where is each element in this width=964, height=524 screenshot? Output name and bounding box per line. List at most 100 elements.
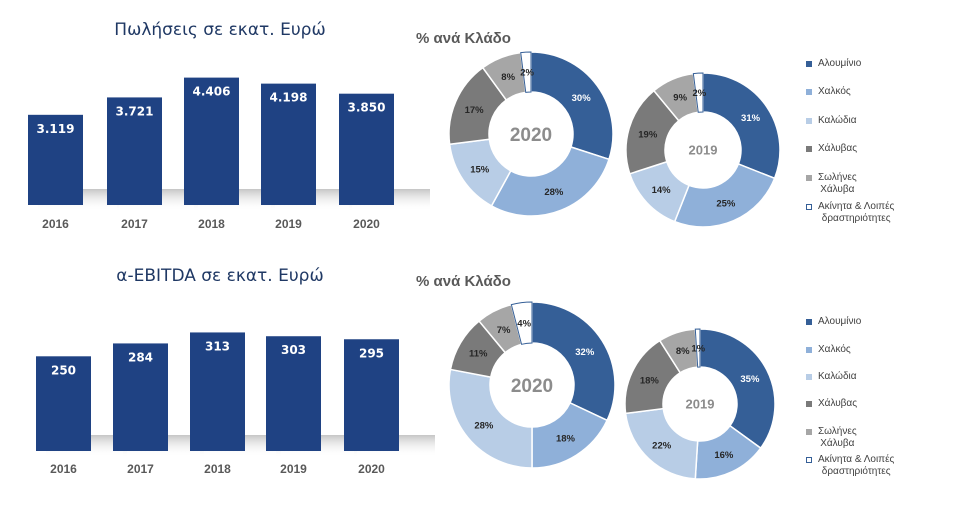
donut-2020-ebitda: 32% 18% 28% 11% 7% 4% 2020 [448,301,616,469]
legend-swatch [806,319,812,325]
slice-label: 18% [640,376,660,387]
x-tick-label: 2018 [204,462,231,476]
bar-chart-1: 250 2016 284 2017 313 2018 303 2019 295 2020 [36,332,435,476]
bar-value-label: 4.406 [193,85,231,99]
slice-label: 4% [517,318,531,329]
legend-label: Σωλήνες Χάλυβα [818,172,857,195]
slice-label: 1% [691,344,705,355]
slice-label: 8% [676,346,690,357]
legend-swatch [806,204,812,210]
bar [107,97,162,205]
legend-swatch [806,89,812,95]
slice-label: 18% [556,433,576,444]
legend-swatch [806,175,812,181]
slice-label: 32% [575,347,595,358]
legend-swatch [806,347,812,353]
slice-label: 17% [465,105,485,116]
legend-swatch [806,401,812,407]
legend-swatch [806,457,812,463]
x-tick-label: 2016 [50,462,77,476]
donut-center-label: 2020 [511,376,553,397]
slice-label: 14% [652,185,672,196]
legend-label: Χαλκός [818,344,851,355]
slice-label: 9% [673,93,687,104]
legend-label: Ακίνητα & Λοιπές δραστηριότητες [818,454,895,477]
legend-label: Καλώδια [818,371,857,382]
donut-2019-ebitda: 35% 16% 22% 18% 8% 1% 2019 [624,328,776,480]
legend-swatch [806,118,812,124]
x-tick-label: 2017 [121,217,148,231]
donut-slice [694,328,701,368]
donut-slice [692,72,704,113]
bar-value-label: 4.198 [270,91,308,105]
legend-swatch [806,61,812,67]
legend-label: Σωλήνες Χάλυβα [818,426,857,449]
bar-value-label: 3.119 [37,122,75,136]
donut-slice [448,368,533,469]
bar [36,356,91,451]
donut-center-label: 2019 [686,397,715,412]
donut-slice [520,51,532,93]
slice-label: 16% [714,450,734,461]
bar [184,77,239,205]
x-tick-label: 2018 [198,217,225,231]
slice-label: 25% [716,198,736,209]
bar [261,83,316,205]
donut-2020-sales: 30% 28% 15% 17% 8% 2% 2020 [448,51,614,217]
donut-slice [531,301,616,422]
bar-value-label: 250 [51,363,76,377]
donut-center-label: 2019 [689,143,718,158]
slice-label: 31% [741,113,761,124]
bar [190,332,245,451]
slice-label: 8% [501,72,515,83]
legend-label: Αλουμίνιο [818,316,862,327]
donut-slice [510,301,533,345]
donut-center-label: 2020 [510,125,552,146]
slice-label: 35% [740,374,760,385]
bar-value-label: 3.721 [116,104,154,118]
bar-value-label: 284 [128,350,153,364]
legend-label: Αλουμίνιο [818,58,862,69]
donut-slice [673,163,776,228]
legend-label: Ακίνητα & Λοιπές δραστηριότητες [818,201,895,224]
legend-swatch [806,374,812,380]
bar-value-label: 295 [359,346,384,360]
bar-value-label: 3.850 [348,101,386,115]
x-tick-label: 2019 [280,462,307,476]
legend-swatch [806,429,812,435]
legend-label: Χάλυβας [818,398,858,409]
slice-label: 28% [544,187,564,198]
slice-label: 15% [470,164,490,175]
donut-slice [490,146,610,217]
slice-label: 2% [693,88,707,99]
bar [339,93,394,205]
x-tick-label: 2019 [275,217,302,231]
slice-label: 11% [469,349,488,360]
bar-value-label: 303 [281,343,306,357]
donut-2019-sales: 31% 25% 14% 19% 9% 2% 2019 [625,72,781,228]
slice-label: 19% [638,129,658,140]
legend-label: Χάλυβας [818,143,858,154]
bar [344,339,399,451]
donut-slice [530,51,614,161]
bar-chart-0: 3.119 2016 3.721 2017 4.406 2018 4.198 2019 3.85… [28,77,430,231]
donut-slice [702,72,781,180]
slice-label: 22% [652,440,672,451]
bar [113,343,168,451]
x-tick-label: 2017 [127,462,154,476]
sales-donut-title: % ανά Κλάδο [416,30,511,47]
legend-label: Καλώδια [818,115,857,126]
donut-slice [699,328,776,450]
slice-label: 30% [572,93,592,104]
legend-swatch [806,146,812,152]
bar [28,114,83,205]
x-tick-label: 2020 [353,217,380,231]
bar-value-label: 313 [205,339,230,353]
slice-label: 2% [520,68,534,79]
x-tick-label: 2020 [358,462,385,476]
ebitda-donut-title: % ανά Κλάδο [416,273,511,290]
